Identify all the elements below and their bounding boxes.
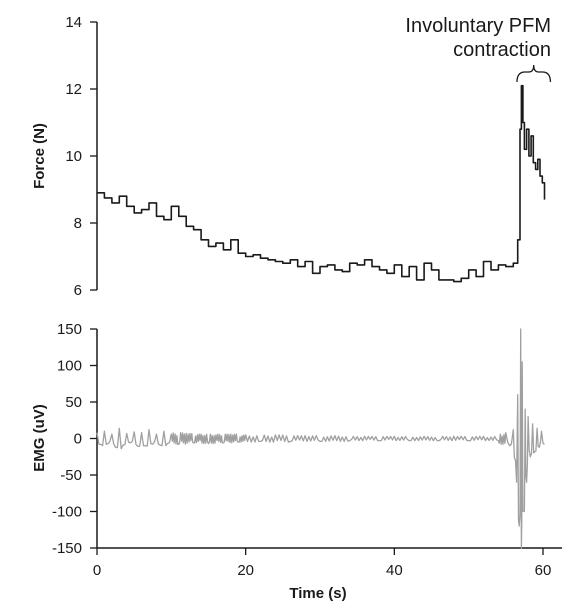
emg-x-tick-label: 40	[386, 562, 403, 579]
force-y-ticks: 6 8 10 12 14	[65, 14, 97, 299]
force-panel: 6 8 10 12 14 Force (N) Involuntary PFM contr…	[31, 14, 552, 299]
emg-y-ticks: -150 -100 -50 0 50 100 150	[52, 321, 97, 557]
emg-series-line	[96, 328, 545, 549]
emg-x-axis-title: Time (s)	[289, 585, 346, 602]
annotation-line-2: contraction	[453, 39, 551, 61]
force-y-tick-label: 8	[74, 215, 82, 232]
force-y-tick-label: 6	[74, 282, 82, 299]
emg-y-tick-label: 100	[57, 358, 82, 375]
force-y-axis-title: Force (N)	[31, 123, 48, 189]
emg-x-tick-label: 0	[93, 562, 101, 579]
emg-y-tick-label: -100	[52, 504, 82, 521]
emg-y-axis-title: EMG (uV)	[31, 404, 48, 472]
emg-y-tick-label: -50	[60, 467, 82, 484]
annotation-line-1: Involuntary PFM	[405, 15, 551, 37]
annotation-brace	[516, 64, 552, 83]
emg-y-tick-label: -150	[52, 540, 82, 557]
emg-y-tick-label: 0	[74, 431, 82, 448]
emg-y-tick-label: 50	[65, 394, 82, 411]
force-y-tick-label: 10	[65, 148, 82, 165]
force-series-line	[97, 84, 546, 283]
emg-x-ticks: 0 20 40 60	[93, 548, 552, 579]
emg-panel: -150 -100 -50 0 50 100 150 0 20 40 60 EMG (uV) Ti…	[31, 321, 562, 602]
emg-y-tick-label: 150	[57, 321, 82, 338]
force-y-tick-label: 14	[65, 14, 82, 31]
emg-x-tick-label: 60	[535, 562, 552, 579]
emg-x-tick-label: 20	[237, 562, 254, 579]
force-y-tick-label: 12	[65, 81, 82, 98]
